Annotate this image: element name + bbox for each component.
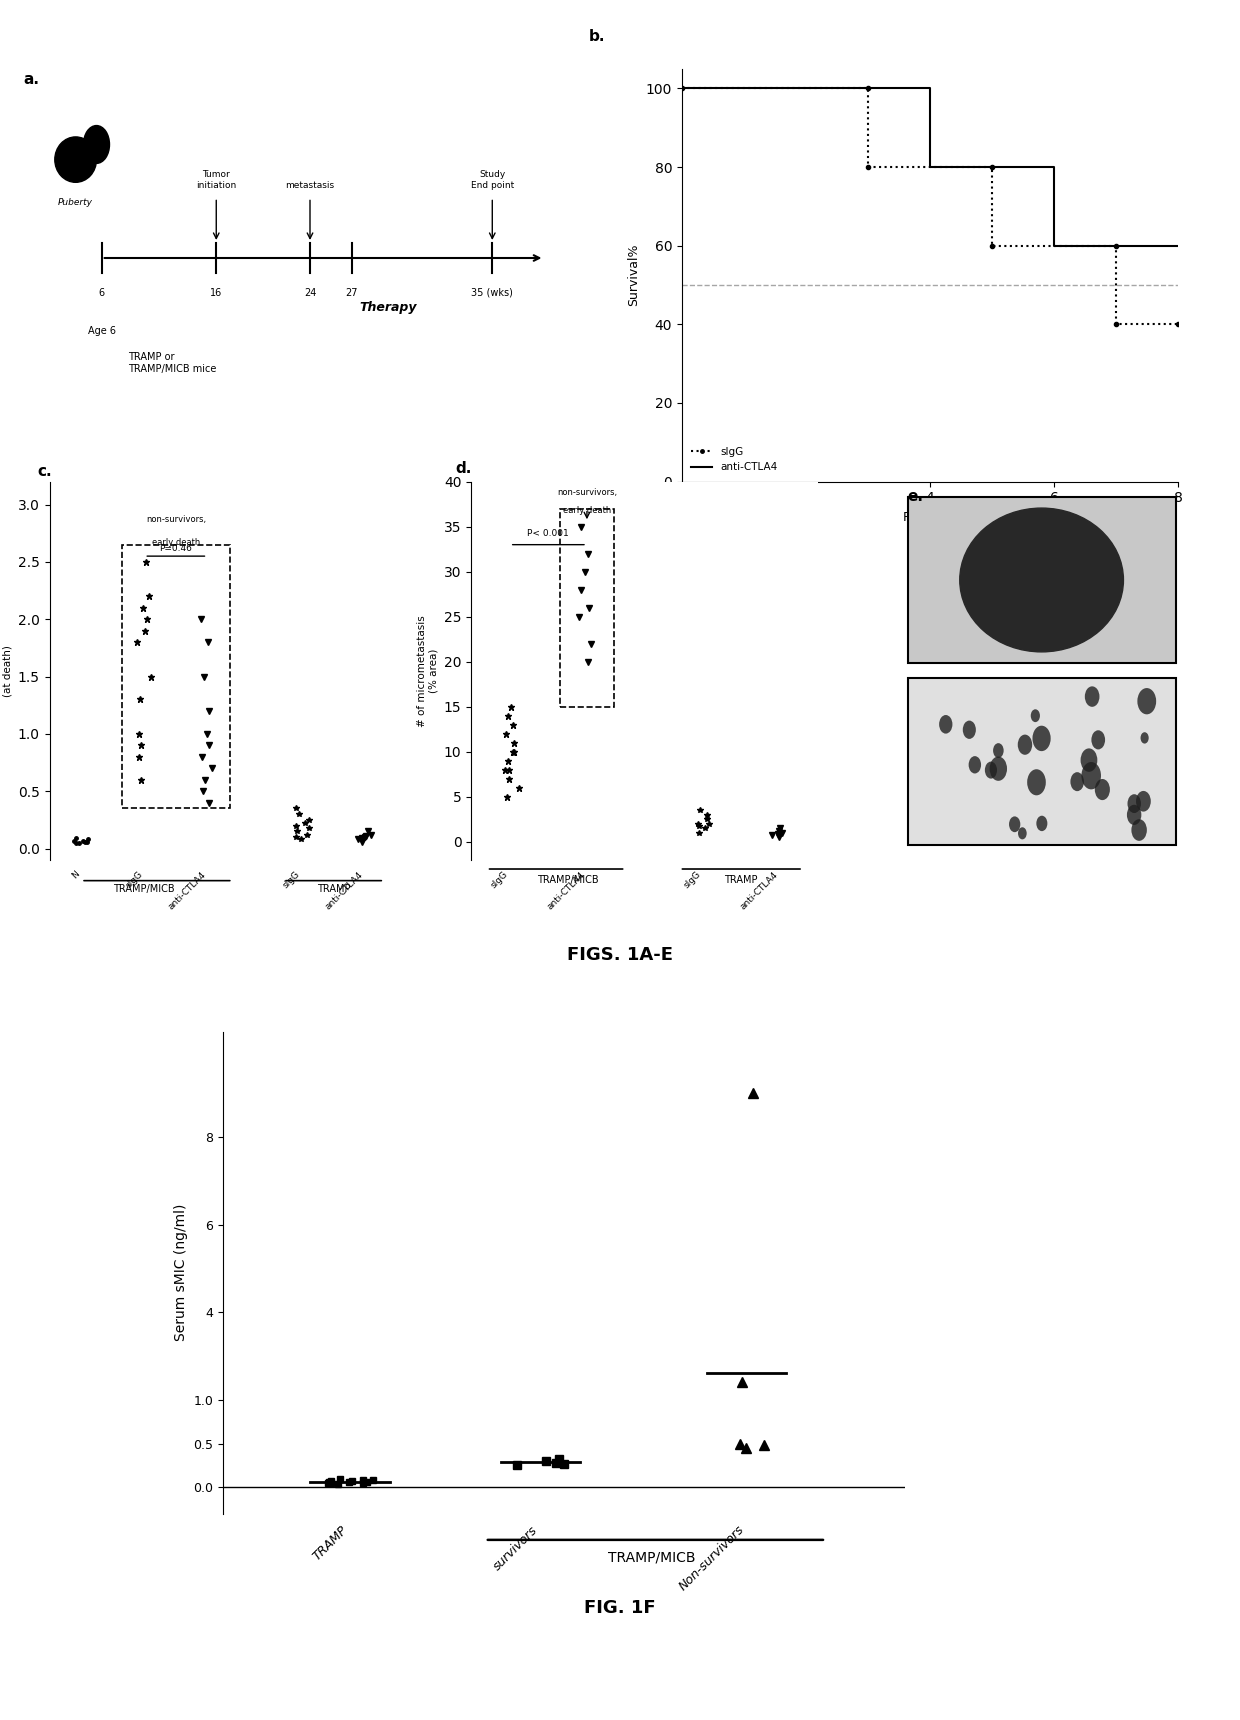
Text: Study
End point: Study End point (471, 170, 513, 189)
Ellipse shape (990, 757, 1007, 781)
Text: d.: d. (456, 461, 472, 476)
Text: FIGS. 1A-E: FIGS. 1A-E (567, 946, 673, 963)
Text: Puberty: Puberty (58, 198, 93, 206)
FancyBboxPatch shape (908, 497, 1176, 664)
Text: non-survivors,: non-survivors, (146, 514, 206, 523)
Text: TRAMP: TRAMP (724, 874, 758, 884)
X-axis label: Rx week: Rx week (904, 511, 956, 525)
Ellipse shape (1033, 726, 1050, 752)
Bar (560, 509, 614, 707)
Ellipse shape (1137, 688, 1156, 714)
Ellipse shape (1136, 791, 1151, 812)
Text: 27: 27 (346, 287, 358, 298)
Y-axis label: Survival%: Survival% (627, 244, 640, 306)
Text: FIG. 1F: FIG. 1F (584, 1600, 656, 1617)
Text: TRAMP or
TRAMP/MICB mice: TRAMP or TRAMP/MICB mice (128, 353, 216, 373)
Ellipse shape (1131, 819, 1147, 841)
Text: e.: e. (908, 488, 924, 504)
Ellipse shape (1037, 815, 1048, 831)
Text: Age 6: Age 6 (88, 325, 115, 335)
Text: 16: 16 (210, 287, 222, 298)
Ellipse shape (1027, 769, 1045, 795)
Ellipse shape (55, 138, 97, 182)
Text: P< 0.001: P< 0.001 (527, 528, 569, 538)
Ellipse shape (1070, 772, 1084, 791)
Text: TRAMP/MICB: TRAMP/MICB (608, 1551, 696, 1565)
Text: a.: a. (24, 72, 40, 88)
Text: early death: early death (563, 506, 611, 514)
Legend: sIgG, anti-CTLA4: sIgG, anti-CTLA4 (687, 442, 782, 476)
Ellipse shape (993, 743, 1003, 759)
Text: P=0.46: P=0.46 (160, 544, 192, 552)
Text: b.: b. (589, 29, 605, 45)
Ellipse shape (1091, 731, 1105, 750)
Text: non-survivors,: non-survivors, (557, 488, 618, 497)
Ellipse shape (968, 757, 981, 774)
Text: 24: 24 (304, 287, 316, 298)
Text: metastasis: metastasis (285, 181, 335, 189)
Y-axis label: # of micrometastasis
(% area): # of micrometastasis (% area) (417, 616, 438, 726)
Text: 6: 6 (99, 287, 104, 298)
Ellipse shape (1095, 779, 1110, 800)
Ellipse shape (1127, 805, 1141, 826)
Ellipse shape (1085, 686, 1100, 707)
Ellipse shape (1127, 795, 1141, 814)
Text: 35 (wks): 35 (wks) (471, 287, 513, 298)
Ellipse shape (1081, 762, 1101, 789)
Text: c.: c. (37, 464, 52, 478)
Text: Therapy: Therapy (360, 301, 417, 315)
Y-axis label: Prostate weight (g)
(at death): Prostate weight (g) (at death) (0, 621, 12, 721)
Ellipse shape (1141, 733, 1148, 743)
Ellipse shape (1030, 709, 1040, 722)
Text: TRAMP: TRAMP (317, 884, 351, 894)
Text: Tumor
initiation: Tumor initiation (196, 170, 237, 189)
Ellipse shape (960, 507, 1123, 652)
Text: TRAMP/MICB: TRAMP/MICB (537, 874, 599, 884)
Circle shape (83, 126, 109, 163)
Ellipse shape (985, 762, 997, 779)
Ellipse shape (1018, 734, 1032, 755)
Y-axis label: Serum sMIC (ng/ml): Serum sMIC (ng/ml) (174, 1204, 188, 1342)
Ellipse shape (962, 721, 976, 740)
Ellipse shape (1080, 748, 1097, 772)
Text: early death: early death (151, 538, 200, 547)
Ellipse shape (1009, 817, 1021, 832)
Ellipse shape (939, 716, 952, 734)
Text: TRAMP/MICB: TRAMP/MICB (114, 884, 175, 894)
FancyBboxPatch shape (908, 678, 1176, 845)
Bar (123, 545, 229, 808)
Ellipse shape (1018, 827, 1027, 839)
